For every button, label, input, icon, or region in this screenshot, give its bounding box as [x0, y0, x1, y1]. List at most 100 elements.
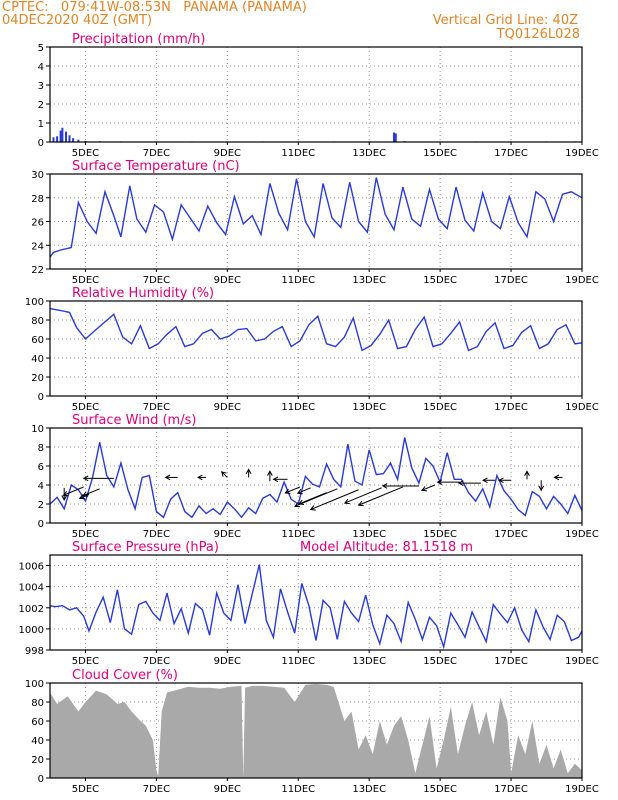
run-time: 04DEC2020 40Z (GMT) [2, 13, 153, 28]
temp-xtick-label: 19DEC [565, 275, 599, 286]
wind-xtick-label: 11DEC [281, 529, 315, 540]
rh-ytick-label: 100 [25, 297, 44, 308]
rh-xtick-label: 5DEC [72, 402, 99, 413]
wind-xtick-label: 17DEC [494, 529, 528, 540]
rh-panel: Relative Humidity (%) 0 20 40 60 80 100 5DEC 7DE… [25, 286, 599, 413]
temp-ytick-label: 26 [31, 218, 44, 229]
pres-ytick-label: 1000 [19, 625, 44, 636]
wind-arrow-head [357, 500, 364, 507]
rh-ytick-label: 40 [31, 354, 44, 365]
temp-xtick-label: 7DEC [143, 275, 170, 286]
wind-title: Surface Wind (m/s) [72, 413, 196, 428]
temp-xtick-label: 13DEC [352, 275, 386, 286]
precip-xtick-label: 15DEC [423, 148, 457, 159]
precip-ytick-label: 4 [38, 62, 44, 73]
cloud-xtick-label: 13DEC [352, 784, 386, 795]
precip-ytick-label: 0 [38, 138, 44, 149]
precip-ytick-label: 3 [38, 81, 44, 92]
precip-ytick-label: 1 [38, 119, 44, 130]
cloud-frame [49, 682, 583, 779]
wind-xtick-label: 19DEC [565, 529, 599, 540]
cloud-ytick-label: 0 [38, 774, 44, 785]
precip-title: Precipitation (mm/h) [72, 32, 205, 47]
pres-panel: Surface Pressure (hPa) Model Altitude: 81… [19, 540, 599, 667]
wind-arrow-head [553, 474, 560, 481]
temp-ytick-label: 24 [31, 241, 44, 252]
rh-frame [49, 300, 583, 397]
precip-bar [393, 132, 395, 142]
rh-line [49, 307, 583, 352]
wind-arrow-head [82, 491, 89, 497]
temp-ytick-label: 30 [31, 170, 44, 181]
precip-ytick-label: 5 [38, 43, 44, 54]
wind-arrow-head [298, 499, 305, 505]
wind-arrow-head [538, 485, 545, 492]
wind-arrow [421, 484, 436, 491]
wind-arrow-head [82, 475, 89, 482]
wind-arrow-head [343, 498, 350, 505]
temp-ytick-label: 22 [31, 265, 44, 276]
wind-ytick-label: 10 [31, 424, 44, 435]
precip-bar [394, 133, 397, 142]
wind-arrow-head [245, 468, 252, 475]
precip-ytick-label: 2 [38, 100, 44, 111]
cloud-ytick-label: 80 [31, 698, 44, 709]
pres-line [49, 564, 583, 650]
pres-subtitle: Model Altitude: 81.1518 m [300, 540, 473, 555]
wind-arrow-head [436, 479, 443, 485]
temp-xtick-label: 9DEC [214, 275, 241, 286]
rh-xtick-label: 13DEC [352, 402, 386, 413]
wind-arrow-head [61, 495, 68, 501]
cloud-ytick-label: 60 [31, 717, 44, 728]
rh-ytick-label: 20 [31, 373, 44, 384]
wind-arrow-head [524, 470, 530, 476]
pres-ytick-label: 1004 [19, 583, 44, 594]
cloud-ytick-label: 20 [31, 755, 44, 766]
precip-bar [61, 127, 64, 143]
wind-arrow [297, 487, 311, 494]
wind-arrow-head [62, 491, 69, 497]
precip-xtick-label: 19DEC [565, 148, 599, 159]
pres-ytick-label: 1002 [19, 604, 44, 615]
precip-bar [68, 135, 71, 142]
wind-arrow [344, 487, 382, 504]
vertical-grid-line-label: Vertical Grid Line: 40Z [432, 13, 578, 28]
wind-xtick-label: 13DEC [352, 529, 386, 540]
cloud-area [50, 684, 582, 778]
cloud-xtick-label: 5DEC [72, 784, 99, 795]
pres-xtick-label: 17DEC [494, 656, 528, 667]
wind-xtick-label: 15DEC [423, 529, 457, 540]
wind-ytick-label: 8 [38, 443, 44, 454]
temp-xtick-label: 5DEC [72, 275, 99, 286]
precip-panel: Precipitation (mm/h) 0 1 2 3 4 5 5DEC 7DEC 9DEC 11… [38, 32, 599, 159]
cloud-xtick-label: 17DEC [494, 784, 528, 795]
wind-xtick-label: 7DEC [143, 529, 170, 540]
wind-arrow-head [267, 470, 273, 476]
wind-arrow-head [220, 471, 227, 477]
rh-title: Relative Humidity (%) [72, 286, 214, 301]
wind-arrow-head [284, 488, 291, 494]
pres-xtick-label: 9DEC [214, 656, 241, 667]
rh-xtick-label: 11DEC [281, 402, 315, 413]
rh-xtick-label: 7DEC [143, 402, 170, 413]
wind-xtick-label: 9DEC [214, 529, 241, 540]
wind-arrow [298, 492, 327, 505]
wind-arrow-head [164, 474, 171, 481]
temp-panel: Surface Temperature (nC) 22 24 26 28 30 5DEC 7D… [31, 159, 599, 286]
cloud-xtick-label: 19DEC [565, 784, 599, 795]
cloud-xtick-label: 9DEC [214, 784, 241, 795]
pres-xtick-label: 11DEC [281, 656, 315, 667]
wind-arrow-head [294, 502, 300, 508]
pres-xtick-label: 13DEC [352, 656, 386, 667]
cloud-ytick-label: 100 [25, 679, 44, 690]
cloud-ytick-label: 40 [31, 736, 44, 747]
precip-frame [49, 46, 583, 143]
model-id: TQ0126L028 [496, 27, 580, 42]
wind-arrow [294, 488, 338, 507]
precip-xtick-label: 7DEC [143, 148, 170, 159]
pres-xtick-label: 15DEC [423, 656, 457, 667]
wind-arrow-head [381, 483, 388, 489]
pres-ytick-label: 998 [25, 646, 44, 657]
temp-xtick-label: 11DEC [281, 275, 315, 286]
wind-arrow-head [197, 474, 203, 481]
